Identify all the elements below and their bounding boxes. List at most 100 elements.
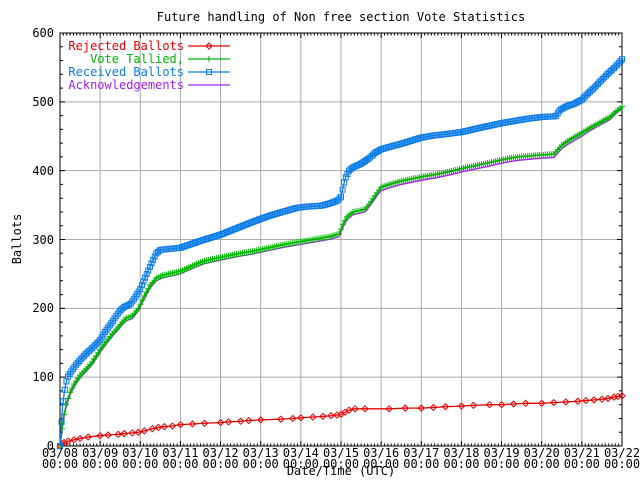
- marker-diamond: [469, 401, 478, 410]
- marker-diamond: [327, 412, 335, 420]
- marker-square: [90, 343, 97, 350]
- legend-label-acknowledgements: Acknowledgements: [68, 77, 184, 92]
- marker-diamond: [538, 399, 546, 408]
- marker-diamond: [582, 396, 590, 405]
- x-axis-label: Date/Time (UTC): [286, 464, 396, 478]
- marker-diamond: [205, 42, 213, 50]
- marker-plus: [342, 217, 349, 224]
- marker-plus: [137, 301, 144, 308]
- marker-square: [591, 84, 598, 91]
- marker-plus: [141, 292, 148, 299]
- marker-diamond: [610, 393, 618, 401]
- marker-square: [140, 278, 147, 285]
- marker-square: [590, 85, 597, 92]
- marker-square: [580, 95, 587, 102]
- marker-diamond: [497, 400, 506, 409]
- marker-square: [610, 65, 617, 72]
- marker-diamond: [176, 420, 185, 429]
- marker-diamond: [345, 406, 353, 414]
- gridlines: [60, 33, 622, 446]
- y-tick-label: 100: [32, 370, 54, 385]
- marker-plus: [67, 389, 74, 396]
- y-tick-label: 300: [32, 232, 54, 247]
- marker-diamond: [277, 415, 285, 423]
- marker-diamond: [604, 394, 612, 403]
- marker-square: [137, 286, 144, 293]
- marker-diamond: [188, 420, 197, 428]
- marker-diamond: [134, 428, 142, 436]
- marker-square: [331, 198, 338, 205]
- series-line-rejected-ballots: [59, 395, 623, 447]
- marker-square: [583, 91, 590, 98]
- marker-square: [339, 186, 346, 193]
- marker-diamond: [297, 414, 305, 422]
- marker-square: [602, 72, 609, 79]
- marker-square: [357, 161, 364, 168]
- marker-plus: [145, 285, 152, 292]
- marker-diamond: [140, 427, 149, 435]
- marker-diamond: [257, 416, 265, 424]
- legend-label-vote-tallied: Vote Tallied,: [90, 51, 184, 66]
- marker-plus: [59, 425, 66, 432]
- x-tick-label: 03/16 00:00: [363, 446, 400, 471]
- marker-square: [598, 77, 605, 84]
- marker-square: [124, 302, 131, 309]
- marker-square: [57, 443, 63, 449]
- marker-plus: [89, 359, 96, 366]
- marker-diamond: [114, 430, 122, 439]
- marker-square: [334, 197, 341, 204]
- marker-diamond: [96, 431, 104, 440]
- legend-label-received-ballots: Received Ballots: [68, 64, 184, 79]
- marker-plus: [335, 230, 342, 237]
- marker-plus: [93, 352, 100, 359]
- marker-square: [92, 341, 99, 348]
- marker-diamond: [216, 418, 225, 427]
- marker-diamond: [84, 433, 92, 441]
- marker-diamond: [76, 434, 84, 443]
- x-tick-label: 03/08 00:00: [41, 446, 79, 471]
- marker-square: [617, 58, 624, 65]
- marker-square: [619, 56, 625, 63]
- marker-diamond: [618, 392, 626, 400]
- marker-square: [146, 263, 153, 270]
- marker-plus: [135, 305, 142, 312]
- x-tick-label: 03/14 00:00: [282, 446, 319, 471]
- marker-diamond: [441, 403, 450, 411]
- marker-diamond: [104, 431, 112, 439]
- x-tick-label: 03/09 00:00: [82, 446, 119, 471]
- marker-square: [58, 418, 65, 425]
- marker-square: [551, 113, 558, 120]
- marker-square: [593, 82, 600, 89]
- marker-square: [578, 96, 585, 103]
- marker-square: [151, 253, 158, 260]
- marker-square: [79, 354, 86, 361]
- marker-square: [582, 93, 589, 100]
- marker-diamond: [485, 400, 494, 409]
- marker-square: [82, 351, 89, 358]
- marker-diamond: [148, 425, 157, 433]
- marker-diamond: [574, 397, 582, 405]
- x-tick-label: 03/19 00:00: [483, 446, 520, 471]
- y-tick-label: 0: [46, 439, 54, 453]
- marker-diamond: [154, 423, 163, 432]
- marker-square: [116, 308, 123, 315]
- marker-square: [342, 174, 349, 181]
- marker-square: [336, 195, 343, 202]
- marker-square: [142, 274, 149, 281]
- marker-square: [73, 361, 80, 368]
- marker-square: [596, 79, 603, 86]
- marker-square: [594, 80, 601, 87]
- x-tick-label: 03/12 00:00: [202, 446, 239, 471]
- x-tick-label: 03/13 00:00: [242, 446, 279, 471]
- marker-diamond: [128, 429, 136, 437]
- marker-square: [338, 193, 344, 200]
- marker-square: [138, 282, 145, 289]
- marker-square: [344, 170, 351, 177]
- marker-square: [614, 61, 621, 68]
- marker-diamond: [64, 437, 72, 445]
- marker-square: [601, 74, 608, 81]
- marker-square: [612, 63, 619, 70]
- marker-diamond: [224, 418, 233, 426]
